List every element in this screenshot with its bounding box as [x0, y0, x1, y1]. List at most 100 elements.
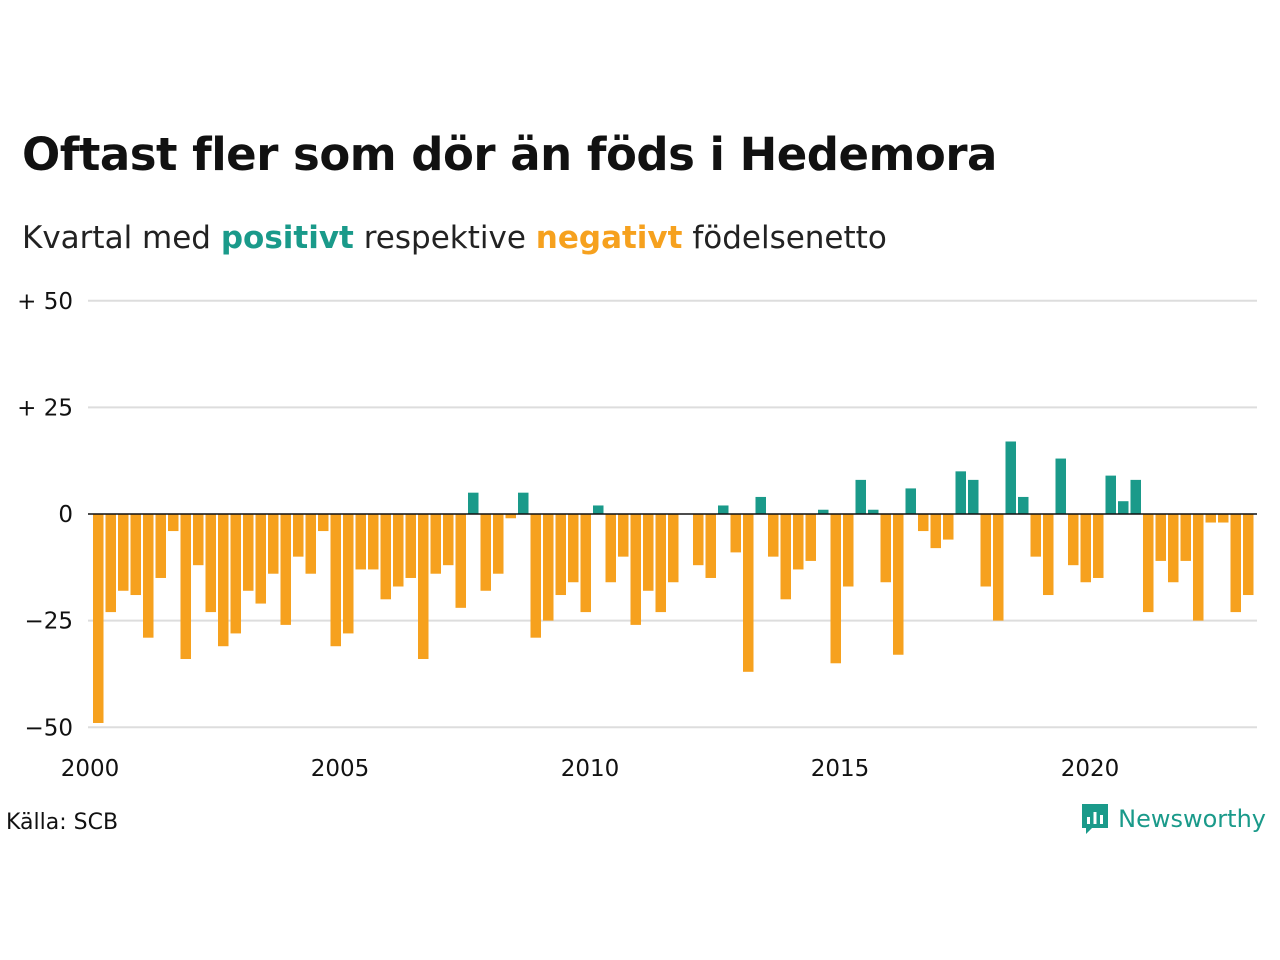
bar-negative — [1180, 514, 1191, 561]
bar-negative — [668, 514, 679, 583]
bar-negative — [380, 514, 391, 600]
y-tick-label: −50 — [24, 715, 73, 741]
brand-logo: Newsworthy — [1080, 802, 1266, 836]
bars — [93, 441, 1254, 723]
bar-negative — [118, 514, 129, 591]
bar-positive — [818, 509, 829, 514]
x-tick-label: 2020 — [1061, 756, 1120, 782]
bar-positive — [855, 479, 866, 514]
bar-positive — [1018, 496, 1029, 514]
bar-negative — [780, 514, 791, 600]
y-tick-label: −25 — [24, 609, 73, 635]
bar-negative — [1205, 514, 1216, 523]
subtitle-suffix: födelsenetto — [682, 220, 887, 256]
bar-negative — [105, 514, 116, 613]
bar-negative — [280, 514, 291, 625]
brand-name: Newsworthy — [1118, 805, 1266, 833]
bar-positive — [955, 471, 966, 514]
bar-negative — [618, 514, 629, 557]
bar-negative — [993, 514, 1004, 621]
bar-chart: + 50 + 25 0 −25 −50 2000 2005 2010 2015 2020 — [17, 289, 1257, 782]
newsworthy-logo-icon — [1082, 804, 1109, 834]
bar-positive — [868, 509, 879, 514]
y-tick-label: 0 — [58, 502, 73, 528]
bar-positive — [1118, 501, 1129, 514]
bar-negative — [405, 514, 416, 578]
bar-negative — [1218, 514, 1229, 523]
bar-negative — [355, 514, 366, 570]
bar-negative — [605, 514, 616, 583]
bar-negative — [1243, 514, 1254, 596]
source-note: Källa: SCB — [6, 810, 119, 835]
bar-positive — [1130, 479, 1141, 514]
bar-negative — [155, 514, 166, 578]
bar-negative — [1168, 514, 1179, 583]
bar-negative — [443, 514, 454, 566]
bar-positive — [518, 492, 529, 514]
bar-negative — [830, 514, 841, 664]
bar-negative — [493, 514, 504, 574]
bar-negative — [93, 514, 104, 723]
bar-negative — [168, 514, 179, 532]
bar-negative — [343, 514, 354, 634]
bar-negative — [1080, 514, 1091, 583]
bar-negative — [930, 514, 941, 549]
bar-negative — [318, 514, 329, 532]
bar-negative — [1068, 514, 1079, 566]
bar-negative — [568, 514, 579, 583]
bar-negative — [368, 514, 379, 570]
bar-negative — [293, 514, 304, 557]
bar-negative — [793, 514, 804, 570]
bar-negative — [980, 514, 991, 587]
x-tick-label: 2005 — [311, 756, 370, 782]
bar-negative — [530, 514, 541, 638]
subtitle-middle: respektive — [353, 220, 536, 256]
x-tick-label: 2010 — [561, 756, 620, 782]
bar-negative — [1043, 514, 1054, 596]
bar-negative — [230, 514, 241, 634]
bar-negative — [655, 514, 666, 613]
bar-positive — [468, 492, 479, 514]
bar-negative — [243, 514, 254, 591]
bar-positive — [1105, 475, 1116, 514]
bar-negative — [693, 514, 704, 566]
bar-negative — [455, 514, 466, 608]
bar-positive — [593, 505, 604, 514]
chart-title: Oftast fler som dör än föds i Hedemora — [22, 128, 997, 181]
bar-negative — [268, 514, 279, 574]
bar-positive — [718, 505, 729, 514]
subtitle-prefix: Kvartal med — [22, 220, 221, 256]
bar-negative — [305, 514, 316, 574]
bar-negative — [130, 514, 141, 596]
bar-negative — [1030, 514, 1041, 557]
bar-negative — [1193, 514, 1204, 621]
subtitle-negative-word: negativt — [535, 220, 683, 256]
bar-negative — [643, 514, 654, 591]
bar-negative — [630, 514, 641, 625]
bar-negative — [1093, 514, 1104, 578]
bar-negative — [893, 514, 904, 655]
bar-negative — [330, 514, 341, 647]
bar-negative — [505, 514, 516, 519]
bar-negative — [1155, 514, 1166, 561]
subtitle-positive-word: positivt — [220, 220, 354, 256]
bar-negative — [143, 514, 154, 638]
bar-negative — [705, 514, 716, 578]
bar-negative — [768, 514, 779, 557]
bar-negative — [418, 514, 429, 660]
y-tick-label: + 50 — [17, 289, 73, 315]
axes: + 50 + 25 0 −25 −50 2000 2005 2010 2015 2020 — [17, 289, 1257, 782]
bar-negative — [218, 514, 229, 647]
bar-negative — [580, 514, 591, 613]
bar-negative — [180, 514, 191, 660]
bar-positive — [1055, 458, 1066, 514]
bar-negative — [480, 514, 491, 591]
bar-negative — [880, 514, 891, 583]
bar-negative — [255, 514, 266, 604]
bar-positive — [968, 479, 979, 514]
y-tick-label: + 25 — [17, 395, 73, 421]
x-tick-label: 2015 — [811, 756, 870, 782]
chart-subtitle: Kvartal med positivt respektive negativt… — [22, 220, 887, 256]
bar-positive — [1005, 441, 1016, 514]
bar-negative — [543, 514, 554, 621]
